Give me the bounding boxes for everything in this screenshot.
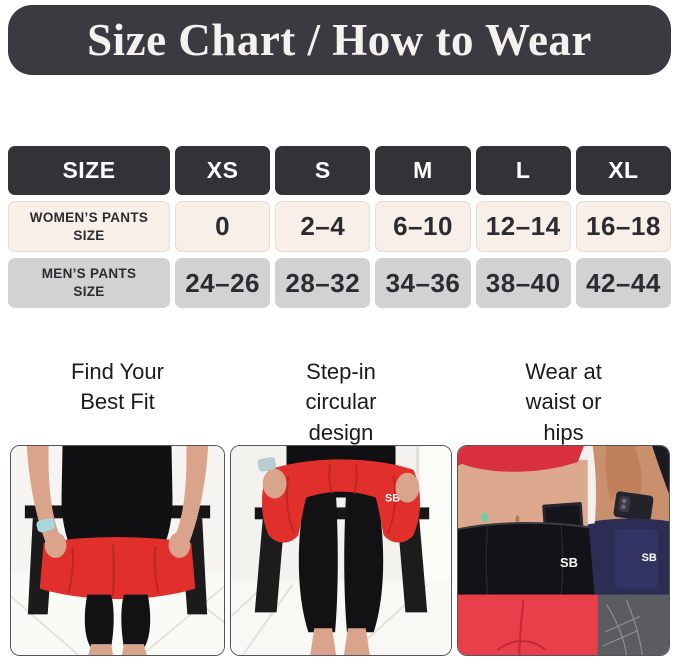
page-title: Size Chart / How to Wear: [87, 15, 592, 65]
right-hand: [395, 472, 420, 503]
wrist-watch: [257, 457, 277, 472]
left-hand: [44, 532, 67, 558]
caption-text: Step-in circular design: [305, 359, 377, 445]
table-row-label-womens: WOMEN’S PANTS SIZE: [8, 201, 170, 252]
table-cell: 6–10: [375, 201, 471, 252]
photo-step-in-circular-design: SB: [230, 445, 452, 656]
size-chart-table: SIZE XS S M L XL WOMEN’S PANTS SIZE 0 2–…: [8, 146, 671, 308]
left-hand: [262, 468, 287, 499]
woman-with-black-belt: SB: [458, 446, 598, 655]
title-banner: Size Chart / How to Wear: [8, 5, 671, 75]
person-stepping-in: [26, 446, 209, 557]
table-cell: 24–26: [175, 258, 271, 308]
red-sports-bra: [458, 446, 584, 472]
red-band: SB: [261, 459, 421, 543]
mens-size-xl: 42–44: [585, 267, 661, 298]
caption-find-your-best-fit: Find Your Best Fit: [10, 357, 225, 441]
black-belt-logo: SB: [560, 555, 578, 570]
leaf-pattern: [602, 599, 643, 655]
womens-size-xs: 0: [215, 211, 231, 241]
photo-illustration: SB: [231, 446, 451, 655]
table-cell: 12–14: [475, 201, 571, 252]
womens-size-l: 12–14: [485, 211, 561, 241]
table-cell: 34–36: [375, 258, 471, 308]
lower-legs: [84, 594, 151, 655]
table-cell: 38–40: [475, 258, 571, 308]
red-leggings: [458, 594, 598, 655]
red-band: [39, 537, 196, 600]
mens-size-s: 28–32: [285, 267, 361, 298]
photo-wear-at-waist-or-hips: SB SB: [457, 445, 670, 656]
phone-in-hand: [613, 491, 654, 522]
gray-leggings: [584, 594, 669, 655]
photo-find-your-best-fit: [10, 445, 225, 656]
mens-pants-size-label: MEN’S PANTS SIZE: [41, 266, 137, 299]
mens-size-l: 38–40: [485, 267, 561, 298]
womens-pants-size-label: WOMEN’S PANTS SIZE: [29, 209, 149, 243]
womens-size-xl: 16–18: [585, 211, 661, 241]
table-row-label-mens: MEN’S PANTS SIZE: [8, 258, 170, 308]
table-cell: 28–32: [275, 258, 371, 308]
band-logo: SB: [385, 492, 400, 504]
navy-belt-logo: SB: [642, 552, 657, 564]
column-header-xs: XS: [175, 146, 271, 195]
mens-size-xs: 24–26: [185, 267, 260, 298]
table-behind: [254, 507, 430, 613]
feet: [310, 628, 370, 655]
caption-step-in-circular-design: Step-in circular design: [230, 357, 452, 445]
wrist-watch: [36, 518, 55, 533]
column-header-l: L: [475, 146, 571, 195]
table-cell: 16–18: [575, 201, 671, 252]
column-header-s: S: [275, 146, 371, 195]
black-belt: [458, 522, 595, 599]
photo-illustration: SB SB: [458, 446, 669, 655]
legs: [298, 495, 384, 633]
table-cell: 0: [175, 201, 271, 252]
right-hand: [168, 532, 191, 558]
caption-text: Wear at waist or hips: [525, 359, 602, 445]
caption-text: Find Your Best Fit: [71, 359, 164, 415]
caption-wear-at-waist-or-hips: Wear at waist or hips: [457, 357, 670, 445]
mens-size-m: 34–36: [385, 267, 461, 298]
man-with-navy-belt: SB: [582, 446, 669, 655]
table-cell: 2–4: [275, 201, 371, 252]
green-fingernail: [480, 512, 489, 523]
pointing-hand: [472, 477, 497, 525]
womens-size-s: 2–4: [300, 211, 346, 241]
photo-illustration: [11, 446, 224, 655]
table-cell: 42–44: [575, 258, 671, 308]
white-chair: [419, 446, 451, 605]
womens-size-m: 6–10: [393, 211, 453, 241]
column-header-xl: XL: [575, 146, 671, 195]
column-header-m: M: [375, 146, 471, 195]
column-header-size: SIZE: [8, 146, 170, 195]
